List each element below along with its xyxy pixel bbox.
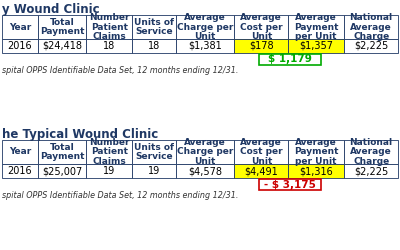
Text: $1,381: $1,381: [188, 41, 222, 51]
Text: $2,225: $2,225: [354, 166, 388, 176]
Bar: [2, 140, 38, 164]
Text: $1,316: $1,316: [299, 166, 333, 176]
Text: National
Average
Charge: National Average Charge: [350, 13, 393, 41]
Bar: [132, 140, 176, 164]
Bar: [288, 15, 344, 39]
Bar: [2, 39, 38, 53]
Bar: [38, 15, 86, 39]
Bar: [132, 15, 176, 39]
Text: spital OPPS Identifiable Data Set, 12 months ending 12/31.: spital OPPS Identifiable Data Set, 12 mo…: [2, 191, 238, 200]
Bar: [2, 15, 38, 39]
Bar: [38, 140, 86, 164]
Text: Total
Payment: Total Payment: [40, 143, 84, 161]
Bar: [38, 39, 86, 53]
Text: $4,578: $4,578: [188, 166, 222, 176]
Bar: [132, 164, 176, 178]
Text: Year: Year: [9, 22, 31, 32]
Bar: [344, 15, 398, 39]
Bar: [344, 39, 398, 53]
Bar: [234, 39, 288, 53]
Bar: [132, 39, 176, 53]
Bar: [288, 140, 344, 164]
Text: 18: 18: [148, 41, 160, 51]
Text: $4,491: $4,491: [244, 166, 278, 176]
Text: $1,357: $1,357: [299, 41, 333, 51]
Text: Units of
Service: Units of Service: [134, 143, 174, 161]
Text: Average
Payment
per Unit: Average Payment per Unit: [294, 138, 338, 166]
Text: $25,007: $25,007: [42, 166, 82, 176]
Text: 2016: 2016: [8, 166, 32, 176]
Bar: [234, 15, 288, 39]
Bar: [259, 179, 320, 190]
Text: Year: Year: [9, 148, 31, 156]
Bar: [288, 164, 344, 178]
Text: spital OPPS Identifiable Data Set, 12 months ending 12/31.: spital OPPS Identifiable Data Set, 12 mo…: [2, 66, 238, 75]
Text: Average
Payment
per Unit: Average Payment per Unit: [294, 13, 338, 41]
Bar: [86, 39, 132, 53]
Bar: [176, 140, 234, 164]
Text: $178: $178: [249, 41, 274, 51]
Text: - $ 3,175: - $ 3,175: [264, 180, 316, 190]
Bar: [2, 164, 38, 178]
Bar: [288, 39, 344, 53]
Text: Average
Charge per
Unit: Average Charge per Unit: [177, 138, 233, 166]
Text: y Wound Clinic: y Wound Clinic: [2, 3, 100, 16]
Bar: [176, 164, 234, 178]
Text: Average
Charge per
Unit: Average Charge per Unit: [177, 13, 233, 41]
Bar: [234, 164, 288, 178]
Text: $2,225: $2,225: [354, 41, 388, 51]
Bar: [86, 15, 132, 39]
Text: 19: 19: [148, 166, 160, 176]
Bar: [344, 164, 398, 178]
Bar: [176, 39, 234, 53]
Bar: [86, 164, 132, 178]
Text: $ 1,179: $ 1,179: [268, 54, 312, 64]
Text: 19: 19: [103, 166, 116, 176]
Text: $24,418: $24,418: [42, 41, 82, 51]
Bar: [234, 140, 288, 164]
Text: he Typical Wound Clinic: he Typical Wound Clinic: [2, 128, 158, 141]
Text: 18: 18: [103, 41, 116, 51]
Text: Average
Cost per
Unit: Average Cost per Unit: [240, 13, 283, 41]
Text: Total
Payment: Total Payment: [40, 18, 84, 36]
Bar: [259, 54, 320, 65]
Bar: [86, 140, 132, 164]
Text: Average
Cost per
Unit: Average Cost per Unit: [240, 138, 283, 166]
Text: Number
Patient
Claims: Number Patient Claims: [89, 13, 130, 41]
Bar: [38, 164, 86, 178]
Text: National
Average
Charge: National Average Charge: [350, 138, 393, 166]
Text: 2016: 2016: [8, 41, 32, 51]
Text: Number
Patient
Claims: Number Patient Claims: [89, 138, 130, 166]
Bar: [176, 15, 234, 39]
Text: Units of
Service: Units of Service: [134, 18, 174, 36]
Bar: [344, 140, 398, 164]
